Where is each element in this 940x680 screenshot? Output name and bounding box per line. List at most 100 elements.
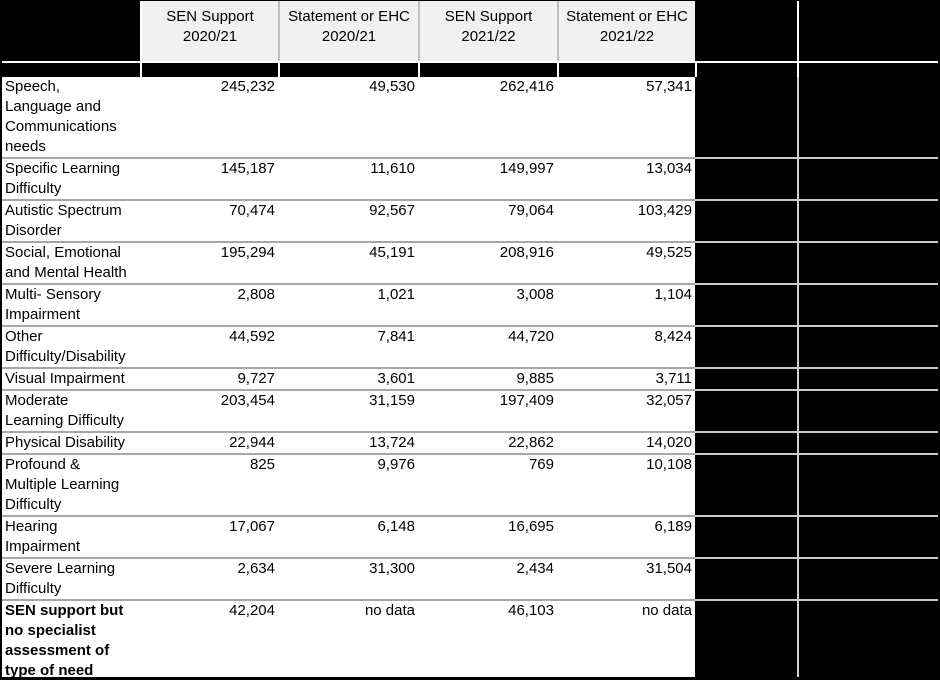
blacked-out-cell — [797, 515, 938, 557]
data-cell: 2,634 — [140, 557, 278, 599]
black-separator-cell — [278, 61, 418, 77]
data-cell: 197,409 — [418, 389, 557, 431]
blacked-out-cell — [797, 599, 938, 677]
table-row-social-emotional: Social, Emotional and Mental Health 195,… — [2, 241, 938, 283]
data-cell: 16,695 — [418, 515, 557, 557]
row-label: Profound & Multiple Learning Difficulty — [2, 453, 140, 515]
black-separator-row — [2, 61, 938, 77]
table-row-physical-disability: Physical Disability 22,944 13,724 22,862… — [2, 431, 938, 453]
blacked-out-cell — [797, 367, 938, 389]
data-cell: 10,108 — [557, 453, 695, 515]
data-cell: 44,720 — [418, 325, 557, 367]
blacked-out-cell — [797, 283, 938, 325]
row-label: Other Difficulty/Disability — [2, 325, 140, 367]
data-cell: 70,474 — [140, 199, 278, 241]
blacked-out-cell — [797, 241, 938, 283]
row-label: Speech, Language and Communications need… — [5, 78, 117, 155]
data-cell: 14,020 — [557, 431, 695, 453]
row-label: Autistic Spectrum Disorder — [2, 199, 140, 241]
blacked-out-cell — [695, 77, 797, 157]
data-cell: 825 — [140, 453, 278, 515]
data-cell: 22,862 — [418, 431, 557, 453]
blacked-out-cell — [695, 199, 797, 241]
black-separator-cell — [418, 61, 557, 77]
data-cell: 1,104 — [557, 283, 695, 325]
table-row-sen-support-no-assessment: SEN support but no specialist assessment… — [2, 599, 938, 677]
data-cell: 13,724 — [278, 431, 418, 453]
blacked-out-cell — [797, 199, 938, 241]
blacked-out-cell — [695, 599, 797, 677]
row-label: SEN support but no specialist assessment… — [2, 599, 140, 677]
data-cell: 3,711 — [557, 367, 695, 389]
data-cell: no data — [557, 599, 695, 677]
blacked-out-cell — [797, 157, 938, 199]
data-cell: 44,592 — [140, 325, 278, 367]
data-cell: 13,034 — [557, 157, 695, 199]
data-cell: 92,567 — [278, 199, 418, 241]
row-label: Severe Learning Difficulty — [2, 557, 140, 599]
black-separator-cell — [2, 61, 140, 77]
table-row-other-difficulty: Other Difficulty/Disability 44,592 7,841… — [2, 325, 938, 367]
data-cell: 2,434 — [418, 557, 557, 599]
data-cell: 9,885 — [418, 367, 557, 389]
data-cell: 145,187 — [140, 157, 278, 199]
row-label: Moderate Learning Difficulty — [2, 389, 140, 431]
black-separator-cell — [797, 61, 938, 77]
blacked-out-cell — [695, 241, 797, 283]
blank-black-header-cell — [2, 1, 140, 61]
black-separator-cell — [695, 61, 797, 77]
data-cell: 32,057 — [557, 389, 695, 431]
data-cell: 195,294 — [140, 241, 278, 283]
row-label: Specific Learning Difficulty — [2, 157, 140, 199]
data-cell: 11,610 — [278, 157, 418, 199]
data-cell: 49,530 — [369, 78, 415, 95]
data-cell: 45,191 — [278, 241, 418, 283]
blacked-out-cell — [797, 325, 938, 367]
black-separator-cell — [557, 61, 695, 77]
column-header-statement-ehc-2020-21: Statement or EHC 2020/21 — [278, 1, 418, 61]
data-cell: 2,808 — [140, 283, 278, 325]
table-row-profound-multiple: Profound & Multiple Learning Difficulty … — [2, 453, 938, 515]
blacked-out-header-cell — [797, 1, 938, 61]
table-row-speech-language: Speech, Language and Communications need… — [2, 77, 938, 157]
table-row-hearing-impairment: Hearing Impairment 17,067 6,148 16,695 6… — [2, 515, 938, 557]
table-row-visual-impairment: Visual Impairment 9,727 3,601 9,885 3,71… — [2, 367, 938, 389]
table-row-multi-sensory: Multi- Sensory Impairment 2,808 1,021 3,… — [2, 283, 938, 325]
data-cell: 3,008 — [418, 283, 557, 325]
column-header-statement-ehc-2021-22: Statement or EHC 2021/22 — [557, 1, 695, 61]
blacked-out-cell — [797, 389, 938, 431]
row-label: Visual Impairment — [2, 367, 140, 389]
data-cell: 42,204 — [140, 599, 278, 677]
blacked-out-cell — [797, 453, 938, 515]
blacked-out-cell — [695, 557, 797, 599]
blacked-out-cell — [797, 557, 938, 599]
table-row-autistic-spectrum: Autistic Spectrum Disorder 70,474 92,567… — [2, 199, 938, 241]
column-header-sen-support-2020-21: SEN Support 2020/21 — [140, 1, 278, 61]
blacked-out-cell — [797, 431, 938, 453]
data-cell: 49,525 — [557, 241, 695, 283]
data-cell: 103,429 — [557, 199, 695, 241]
blacked-out-cell — [695, 453, 797, 515]
data-cell: 22,944 — [140, 431, 278, 453]
row-label: Hearing Impairment — [2, 515, 140, 557]
data-cell: 1,021 — [278, 283, 418, 325]
data-cell: 7,841 — [278, 325, 418, 367]
blacked-out-cell — [695, 431, 797, 453]
blacked-out-header-cell — [695, 1, 797, 61]
data-cell: 46,103 — [418, 599, 557, 677]
blacked-out-cell — [695, 367, 797, 389]
data-cell: 149,997 — [418, 157, 557, 199]
data-cell: 3,601 — [278, 367, 418, 389]
data-cell: 57,341 — [646, 78, 692, 95]
data-cell: no data — [278, 599, 418, 677]
data-cell: 6,148 — [278, 515, 418, 557]
row-label: Social, Emotional and Mental Health — [2, 241, 140, 283]
data-cell: 31,300 — [278, 557, 418, 599]
row-label: Multi- Sensory Impairment — [2, 283, 140, 325]
data-cell: 203,454 — [140, 389, 278, 431]
row-label: Physical Disability — [2, 431, 140, 453]
blacked-out-cell — [695, 283, 797, 325]
data-cell: 31,159 — [278, 389, 418, 431]
data-cell: 8,424 — [557, 325, 695, 367]
